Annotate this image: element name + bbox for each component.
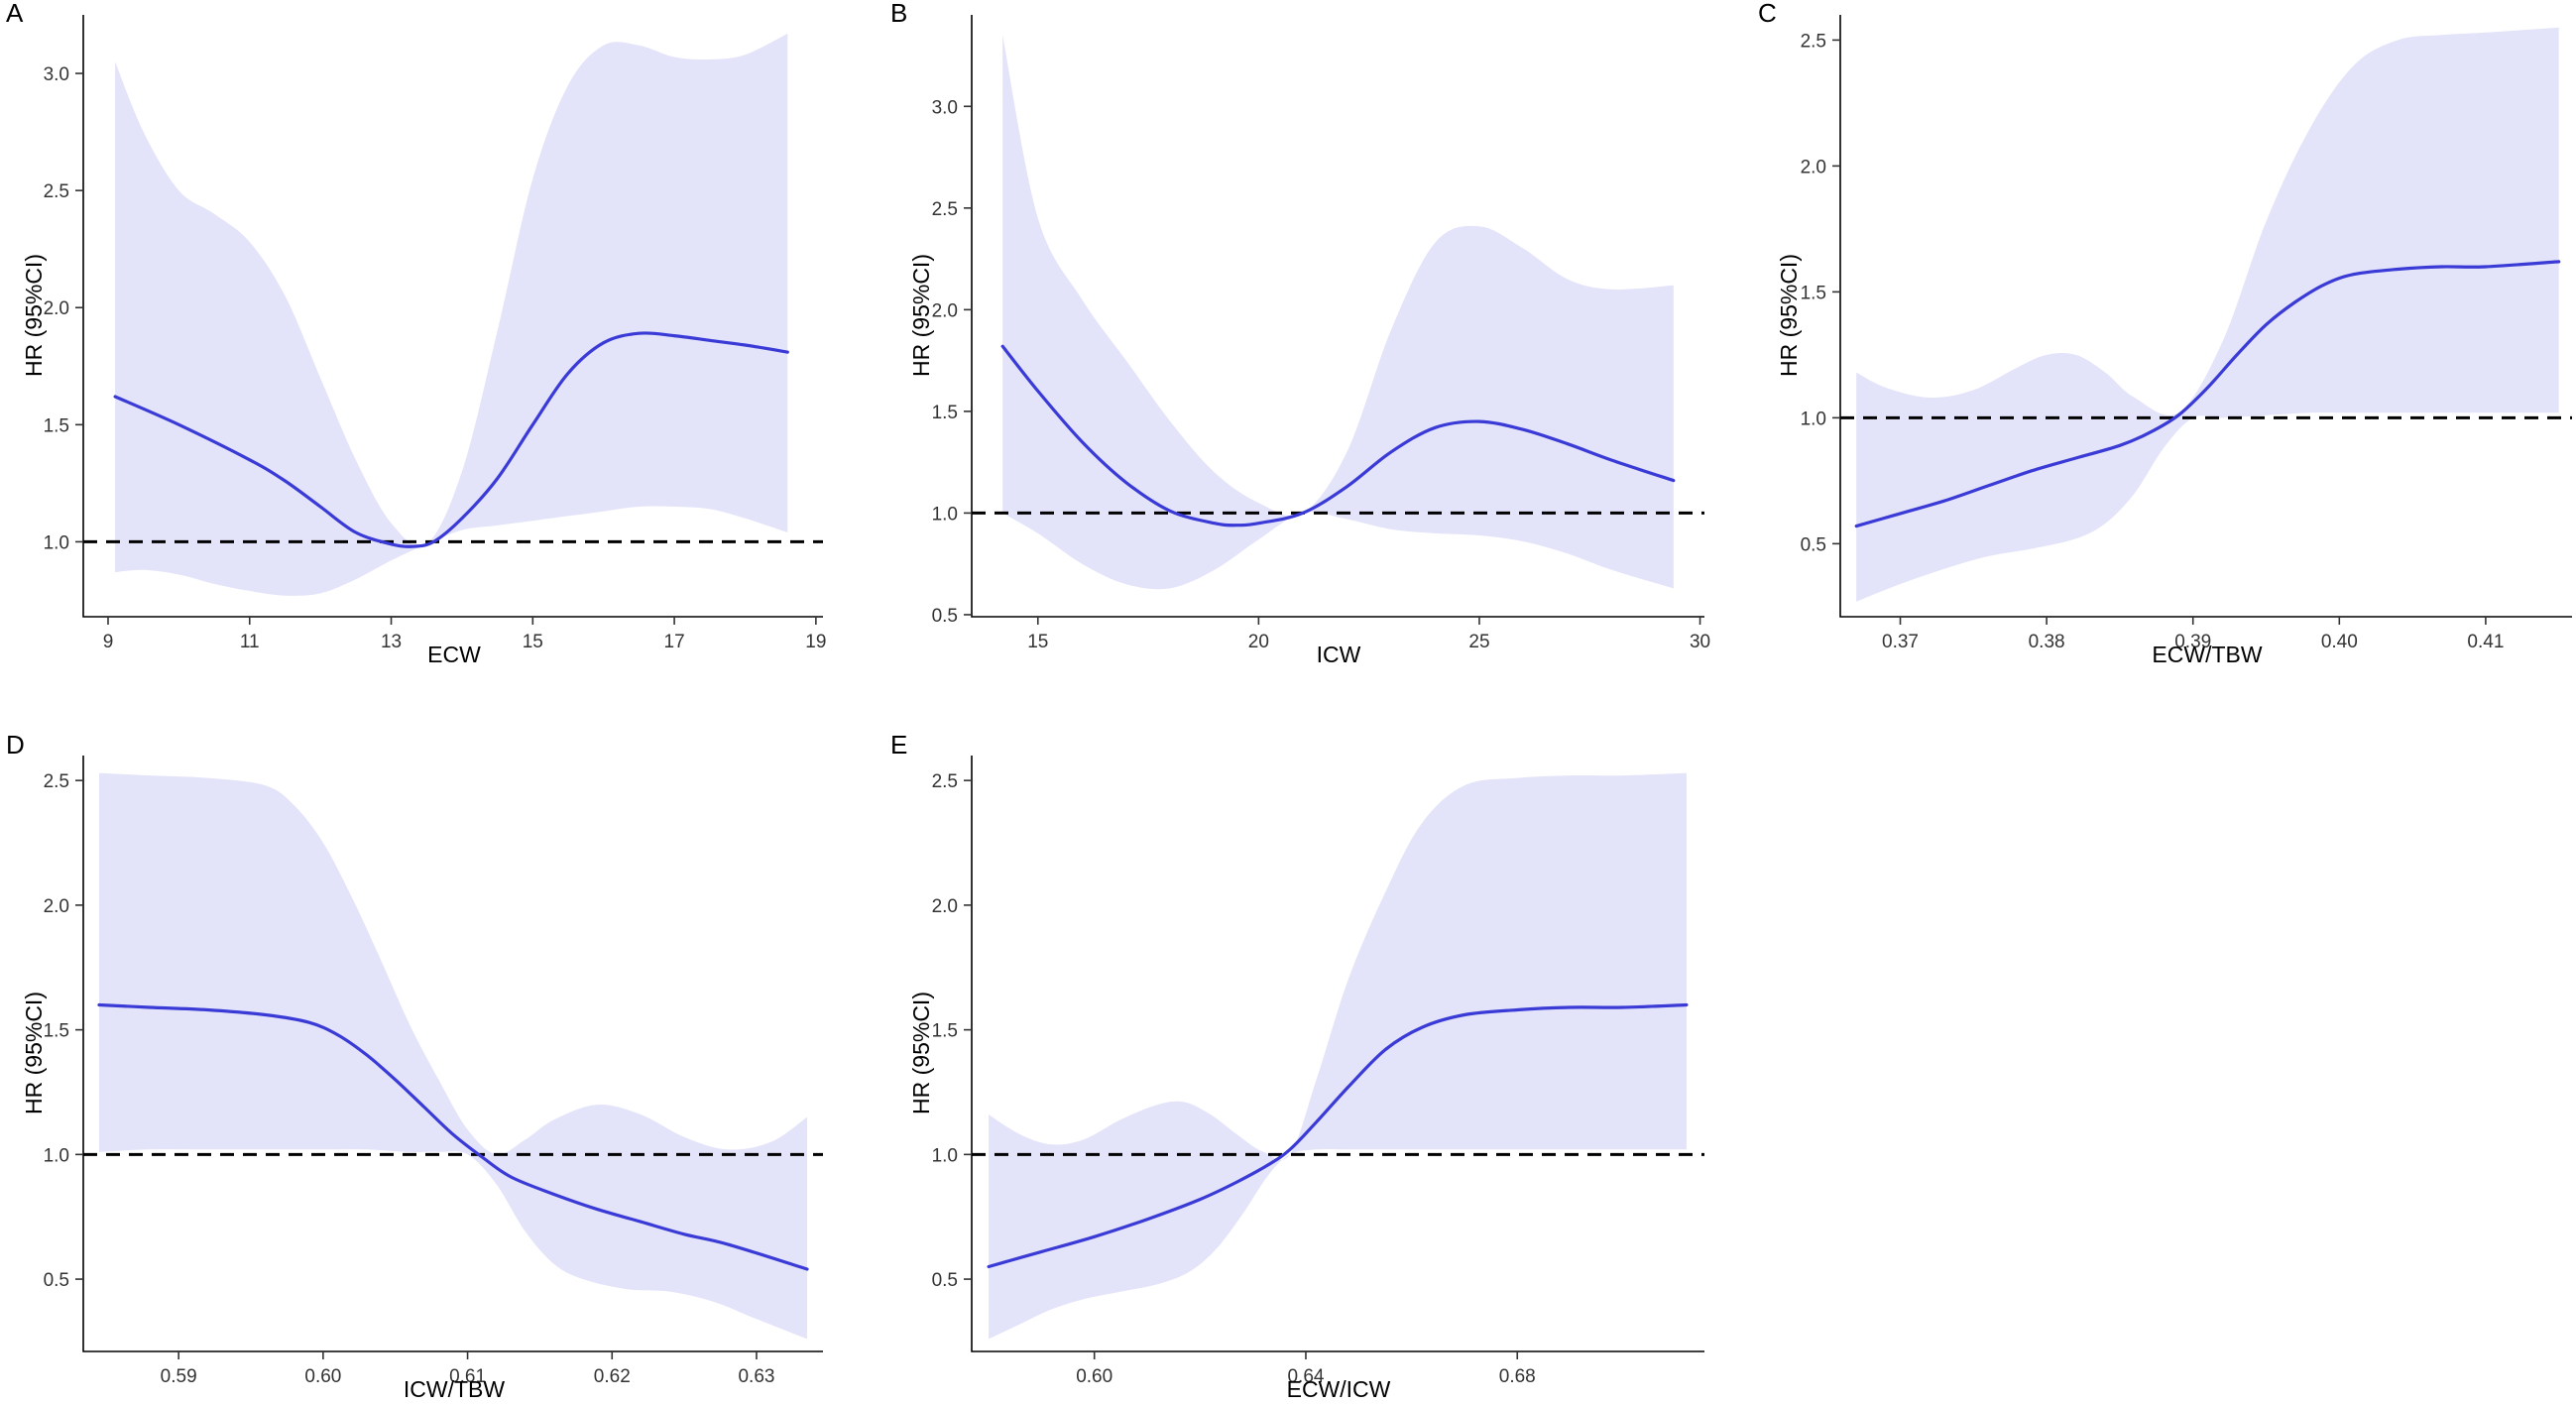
panel-b-ticks: 15 20 25 30 0.5 1.0 1.5 2.0 2.5 3.0 xyxy=(932,97,1711,652)
panel-d-x-tick-label: 0.63 xyxy=(738,1366,774,1387)
panel-c-x-tick-label: 0.40 xyxy=(2321,632,2358,652)
panel-e-letter: E xyxy=(890,730,907,760)
panel-a-y-tick-label: 1.0 xyxy=(44,532,69,553)
panel-e-y-tick-label: 0.5 xyxy=(932,1270,958,1291)
panel-c-y-axis-title: HR (95%CI) xyxy=(1776,254,1802,377)
panel-d: D 0.59 0.60 0.61 0.62 0.63 0.5 1.0 1.5 2.0 2.5 IC… xyxy=(6,730,823,1402)
panel-e-y-axis-title: HR (95%CI) xyxy=(908,992,934,1114)
panel-a-y-tick-label: 2.5 xyxy=(44,181,69,202)
panel-d-x-tick-label: 0.59 xyxy=(161,1366,197,1387)
panel-c-ticks: 0.37 0.38 0.39 0.40 0.41 0.5 1.0 1.5 2.0 2.5 xyxy=(1801,31,2505,652)
panel-a-y-tick-label: 2.0 xyxy=(44,298,69,319)
panel-a-x-tick-label: 17 xyxy=(664,632,685,652)
panel-c-y-tick-label: 2.5 xyxy=(1801,31,1826,52)
panel-e-axes xyxy=(971,756,1704,1352)
panel-d-ticks: 0.59 0.60 0.61 0.62 0.63 0.5 1.0 1.5 2.0 2.5 xyxy=(44,771,775,1387)
panel-b-x-tick-label: 30 xyxy=(1690,632,1710,652)
panel-b-y-tick-label: 2.5 xyxy=(932,199,958,220)
panel-a-ticks: 9 11 13 15 17 19 1.0 1.5 2.0 2.5 3.0 xyxy=(44,64,827,652)
panel-e-y-tick-label: 1.0 xyxy=(932,1145,958,1166)
panel-b-y-tick-label: 0.5 xyxy=(932,606,958,627)
panel-b-y-tick-label: 2.0 xyxy=(932,300,958,321)
panel-b-y-tick-label: 1.5 xyxy=(932,403,958,423)
panel-e-hr-curve xyxy=(987,1002,1689,1269)
panel-d-x-tick-label: 0.61 xyxy=(449,1366,486,1387)
panel-b-y-tick-label: 1.0 xyxy=(932,504,958,525)
panel-c-axes xyxy=(1839,15,2572,618)
panel-b-x-tick-label: 15 xyxy=(1027,632,1048,652)
panel-e-ticks: 0.60 0.64 0.68 0.5 1.0 1.5 2.0 2.5 xyxy=(932,771,1536,1387)
panel-a-axes xyxy=(82,15,823,618)
panel-b-y-axis-title: HR (95%CI) xyxy=(908,254,934,377)
panel-e-ci-band xyxy=(989,772,1687,1340)
panel-a-x-tick-label: 19 xyxy=(805,632,826,652)
panel-c-x-tick-label: 0.41 xyxy=(2467,632,2504,652)
panel-c-y-tick-label: 0.5 xyxy=(1801,534,1826,555)
panel-a-x-tick-label: 11 xyxy=(240,632,260,652)
panel-c-x-tick-label: 0.37 xyxy=(1882,632,1919,652)
panel-c-x-axis-title: ECW/TBW xyxy=(2152,642,2262,667)
panel-c-y-tick-label: 1.5 xyxy=(1801,283,1826,303)
panel-a-y-axis-title: HR (95%CI) xyxy=(21,254,47,377)
panel-b-x-tick-label: 25 xyxy=(1468,632,1489,652)
panel-a-x-axis-title: ECW xyxy=(427,642,481,667)
panel-e-x-tick-label: 0.68 xyxy=(1499,1366,1536,1387)
panel-d-letter: D xyxy=(6,730,25,760)
panel-c-y-tick-label: 1.0 xyxy=(1801,409,1826,429)
panel-d-y-tick-label: 0.5 xyxy=(44,1270,69,1291)
panel-d-x-axis-title: ICW/TBW xyxy=(404,1376,505,1402)
panel-a-x-tick-label: 15 xyxy=(523,632,543,652)
panel-d-x-tick-label: 0.62 xyxy=(594,1366,631,1387)
panel-e-x-tick-label: 0.60 xyxy=(1076,1366,1112,1387)
panel-d-hr-curve xyxy=(97,1002,809,1271)
panel-b: B 15 20 25 30 0.5 1.0 1.5 2.0 2.5 3.0 ICW HR (95%… xyxy=(890,0,1710,667)
panel-d-y-tick-label: 2.0 xyxy=(44,896,69,917)
panel-d-ci-band xyxy=(99,772,807,1340)
panel-c-x-tick-label: 0.38 xyxy=(2029,632,2065,652)
panel-d-y-tick-label: 2.5 xyxy=(44,771,69,792)
panel-c-ci-band xyxy=(1856,27,2559,602)
panel-e-y-tick-label: 2.5 xyxy=(932,771,958,792)
panel-b-letter: B xyxy=(890,0,907,28)
panel-b-x-axis-title: ICW xyxy=(1317,642,1361,667)
panel-b-axes xyxy=(971,15,1704,618)
panel-b-ci-band xyxy=(1002,35,1674,590)
panel-d-y-axis-title: HR (95%CI) xyxy=(21,992,47,1114)
panel-a-ci-band xyxy=(115,33,788,596)
panel-a-x-tick-label: 13 xyxy=(381,632,402,652)
panel-a-y-tick-label: 3.0 xyxy=(44,64,69,85)
panel-c-letter: C xyxy=(1758,0,1777,28)
panel-d-y-tick-label: 1.5 xyxy=(44,1021,69,1042)
panel-a-letter: A xyxy=(6,0,24,28)
panel-e-y-tick-label: 1.5 xyxy=(932,1021,958,1042)
panel-b-y-tick-label: 3.0 xyxy=(932,97,958,118)
panel-c-hr-curve xyxy=(1854,260,2561,528)
panel-e-x-tick-label: 0.64 xyxy=(1287,1366,1324,1387)
panel-a-y-tick-label: 1.5 xyxy=(44,415,69,436)
panel-d-axes xyxy=(82,756,823,1352)
panel-a-hr-curve xyxy=(113,331,789,548)
panel-b-x-tick-label: 20 xyxy=(1248,632,1269,652)
panel-c-y-tick-label: 2.0 xyxy=(1801,157,1826,177)
panel-d-x-tick-label: 0.60 xyxy=(304,1366,341,1387)
panel-a: A 9 11 13 15 17 19 1.0 1.5 2.0 2.5 3.0 ECW HR (95%… xyxy=(6,0,826,667)
panel-c-x-tick-label: 0.39 xyxy=(2174,632,2211,652)
panel-e: E 0.60 0.64 0.68 0.5 1.0 1.5 2.0 2.5 ECW/ICW HR… xyxy=(890,730,1704,1402)
panel-a-x-tick-label: 9 xyxy=(103,632,114,652)
panel-e-y-tick-label: 2.0 xyxy=(932,896,958,917)
panel-c: C 0.37 0.38 0.39 0.40 0.41 0.5 1.0 1.5 2.0 2.5 EC… xyxy=(1758,0,2572,667)
panel-b-hr-curve xyxy=(1000,344,1676,527)
panel-e-x-axis-title: ECW/ICW xyxy=(1287,1376,1391,1402)
panel-d-y-tick-label: 1.0 xyxy=(44,1145,69,1166)
